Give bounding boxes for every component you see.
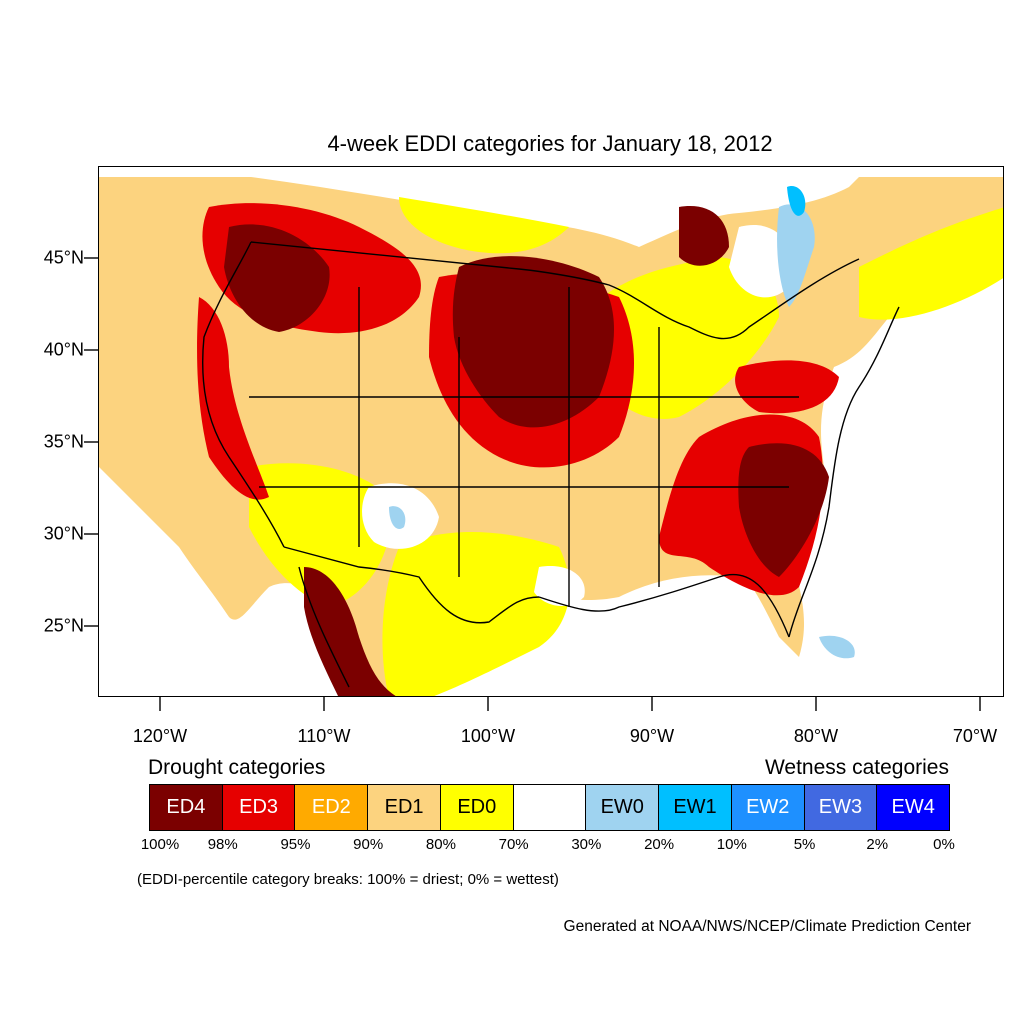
- normal-zone-quebec: [729, 225, 792, 298]
- lon-label-120: 120°W: [132, 726, 188, 746]
- legend-color-bar: ED4 ED3 ED2 ED1 ED0 EW0 EW1 EW2 EW3 EW4: [149, 784, 951, 831]
- legend-box-ed3: ED3: [221, 784, 296, 831]
- legend-break-label: 90%: [353, 836, 384, 853]
- ed3-zone-pacific-coast: [197, 297, 269, 500]
- ew0-zone-new-mexico: [389, 506, 406, 529]
- legend-break-label: 70%: [498, 836, 529, 853]
- legend-box-ed2: ED2: [294, 784, 369, 831]
- political-boundaries: [202, 241, 900, 688]
- canada-border: [250, 241, 860, 340]
- ed4-zone-ontario: [679, 206, 729, 266]
- legend-break-label: 80%: [425, 836, 456, 853]
- lat-label-45: 45°N: [43, 247, 84, 268]
- ed0-zone-northern-plains: [399, 197, 569, 254]
- normal-zone-south-texas: [534, 566, 585, 607]
- legend-box-ed1: ED1: [367, 784, 441, 831]
- map-title: 4-week EDDI categories for January 18, 2…: [327, 131, 773, 156]
- ed4-zone-upper-midwest: [452, 256, 614, 428]
- legend-break-label: 0%: [933, 836, 955, 853]
- ed4-zone-northwest: [224, 224, 330, 332]
- legend-box-ew0: EW0: [585, 784, 660, 831]
- legend-box-ed0: ED0: [439, 784, 514, 831]
- lat-label-40: 40°N: [43, 339, 84, 360]
- gulf-coast: [538, 573, 790, 638]
- credit-line: Generated at NOAA/NWS/NCEP/Climate Predi…: [563, 918, 971, 935]
- legend-box-ew4: EW4: [876, 784, 951, 831]
- mexico-border: [283, 546, 540, 624]
- legend-break-label: 95%: [280, 836, 311, 853]
- ed4-zone-mexico: [304, 567, 396, 696]
- lat-label-35: 35°N: [43, 431, 84, 452]
- lon-label-110: 110°W: [297, 726, 351, 746]
- lon-label-100: 100°W: [460, 726, 516, 746]
- ew0-zone-caribbean: [819, 635, 855, 659]
- eddi-map: [99, 177, 1003, 696]
- legend-box-ed4: ED4: [149, 784, 223, 831]
- legend-break-label: 98%: [207, 836, 238, 853]
- lon-label-80: 80°W: [793, 726, 839, 746]
- west-coast: [202, 241, 285, 548]
- legend-break-label: 30%: [571, 836, 602, 853]
- lon-label-70: 70°W: [952, 726, 998, 746]
- ed0-zone-southwest: [249, 463, 391, 607]
- ew0-zone-northeast: [777, 204, 815, 307]
- wetness-categories-heading: Wetness categories: [764, 756, 949, 779]
- ed0-zone-texas: [382, 532, 570, 696]
- legend-box-ew3: EW3: [803, 784, 878, 831]
- east-coast: [788, 306, 900, 638]
- legend-box-normal: [512, 784, 587, 831]
- legend-break-label: 10%: [716, 836, 747, 853]
- legend-break-label: 2%: [866, 836, 889, 853]
- lat-label-25: 25°N: [43, 615, 84, 636]
- lon-label-90: 90°W: [629, 726, 675, 746]
- ew1-zone-ontario: [787, 186, 806, 216]
- ed4-zone-carolinas: [738, 443, 829, 577]
- legend-box-ew1: EW1: [658, 784, 732, 831]
- baja-california: [298, 566, 350, 688]
- legend-break-label: 100%: [140, 836, 180, 853]
- ed0-zone-northeast: [859, 207, 1003, 320]
- legend-box-ew2: EW2: [730, 784, 805, 831]
- drought-categories-heading: Drought categories: [148, 756, 326, 779]
- category-breaks-note: (EDDI-percentile category breaks: 100% =…: [137, 871, 559, 888]
- ed3-zone-ohio-valley: [735, 360, 839, 414]
- legend-break-label: 20%: [644, 836, 675, 853]
- lat-label-30: 30°N: [43, 523, 84, 544]
- map-panel: [98, 166, 1004, 697]
- legend-break-label: 5%: [793, 836, 816, 853]
